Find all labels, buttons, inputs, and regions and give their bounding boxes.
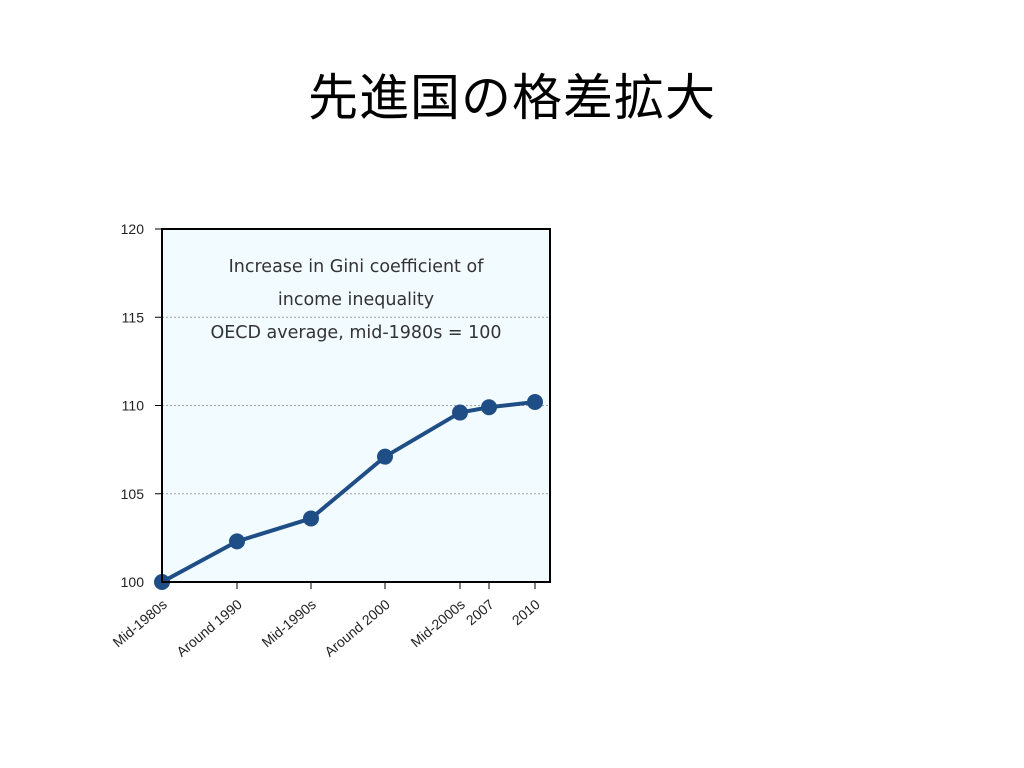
y-axis-labels: 100 105 110 115 120 xyxy=(121,221,145,590)
data-point xyxy=(452,404,468,421)
x-tick-label: 2007 xyxy=(463,596,497,628)
data-point xyxy=(229,533,245,550)
plot-frame xyxy=(161,228,551,583)
y-tick-label: 100 xyxy=(121,574,145,590)
x-axis-labels: Mid-1980s Around 1990 Mid-1990s Around 2000… xyxy=(110,596,544,660)
chart-title-line: income inequality xyxy=(278,290,434,310)
slide-title: 先進国の格差拡大 xyxy=(308,69,716,127)
data-point xyxy=(377,448,393,465)
data-point xyxy=(303,510,319,527)
x-tick-label: Mid-1980s xyxy=(110,596,170,650)
data-point xyxy=(481,399,497,416)
chart-title: Increase in Gini coefficient of income in… xyxy=(210,257,501,343)
gridlines xyxy=(162,316,550,495)
chart-title-line: Increase in Gini coefficient of xyxy=(229,257,485,277)
chart-title-line: OECD average, mid-1980s = 100 xyxy=(210,323,501,343)
y-tick-label: 105 xyxy=(121,486,145,502)
y-tick-label: 115 xyxy=(122,309,145,325)
y-tick-label: 120 xyxy=(121,221,145,237)
data-point xyxy=(527,393,543,410)
x-tick-label: Mid-2000s xyxy=(408,596,468,650)
x-tick-label: Mid-1990s xyxy=(259,596,319,650)
x-tick-label: Around 1990 xyxy=(173,596,245,660)
y-tick-label: 110 xyxy=(122,398,145,414)
x-tick-label: Around 2000 xyxy=(321,596,393,660)
x-tick-label: 2010 xyxy=(509,596,543,628)
